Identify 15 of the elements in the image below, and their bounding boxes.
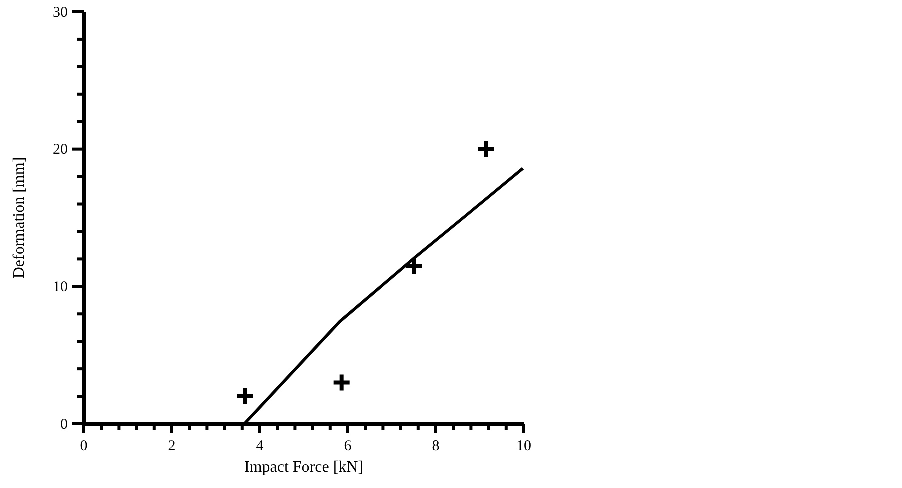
x-tick-label: 10 — [516, 438, 532, 454]
point — [476, 139, 496, 160]
y-tick-label: 10 — [53, 279, 68, 296]
x-tick-label: 4 — [256, 438, 264, 454]
point — [332, 372, 352, 393]
y-axis-title: Deformation [mm] — [11, 157, 28, 279]
y-tick-label: 20 — [53, 142, 68, 158]
x-tick-label: 2 — [168, 438, 176, 454]
x-tick-label: 6 — [344, 438, 352, 454]
y-tick-label: 0 — [60, 416, 68, 433]
x-tick-label: 8 — [432, 438, 440, 454]
y-tick-label: 30 — [53, 4, 68, 21]
point — [404, 256, 424, 276]
x-axis-title: Impact Force [kN] — [244, 459, 364, 476]
x-tick-label: 0 — [80, 438, 88, 454]
